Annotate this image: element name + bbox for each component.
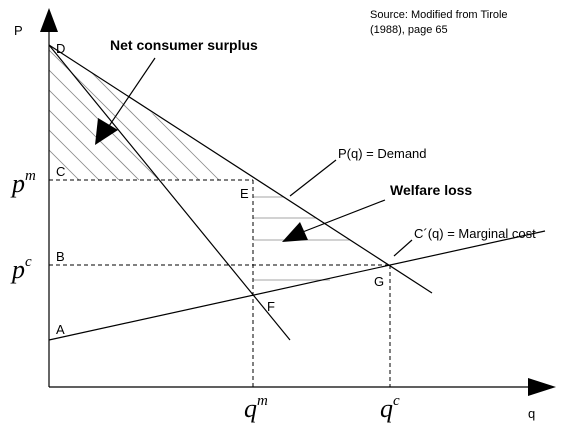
- point-label: D: [56, 41, 65, 56]
- y-axis-label: P: [14, 23, 23, 38]
- mr-line: [48, 44, 291, 341]
- point-label: B: [56, 249, 65, 264]
- annotation: Welfare loss: [390, 182, 472, 198]
- cost-leader: [393, 239, 413, 257]
- annotation: Net consumer surplus: [110, 37, 258, 53]
- quantity-label: qm: [244, 393, 268, 423]
- annotation: P(q) = Demand: [338, 146, 427, 161]
- surplus-arrow: [104, 57, 156, 133]
- price-label: pm: [10, 168, 36, 198]
- demand-leader: [289, 159, 337, 197]
- point-label: G: [374, 274, 384, 289]
- loss-arrow: [294, 199, 386, 236]
- y-arrow: [40, 8, 58, 32]
- x-arrow: [528, 378, 556, 396]
- source: (1988), page 65: [370, 24, 448, 36]
- quantity-label: qc: [380, 393, 400, 423]
- annotation: C´(q) = Marginal cost: [414, 226, 536, 241]
- point-label: C: [56, 164, 65, 179]
- mc-line: [48, 230, 546, 341]
- surplus-arrowhead: [95, 118, 118, 145]
- x-axis-label: q: [528, 406, 535, 421]
- loss-arrowhead: [282, 222, 308, 242]
- point-label: A: [56, 322, 65, 337]
- price-label: pc: [10, 254, 32, 284]
- source: Source: Modified from Tirole: [370, 9, 508, 21]
- point-label: F: [267, 299, 275, 314]
- demand-line: [48, 44, 433, 294]
- point-label: E: [240, 186, 249, 201]
- surplus-hatch: [49, 45, 220, 180]
